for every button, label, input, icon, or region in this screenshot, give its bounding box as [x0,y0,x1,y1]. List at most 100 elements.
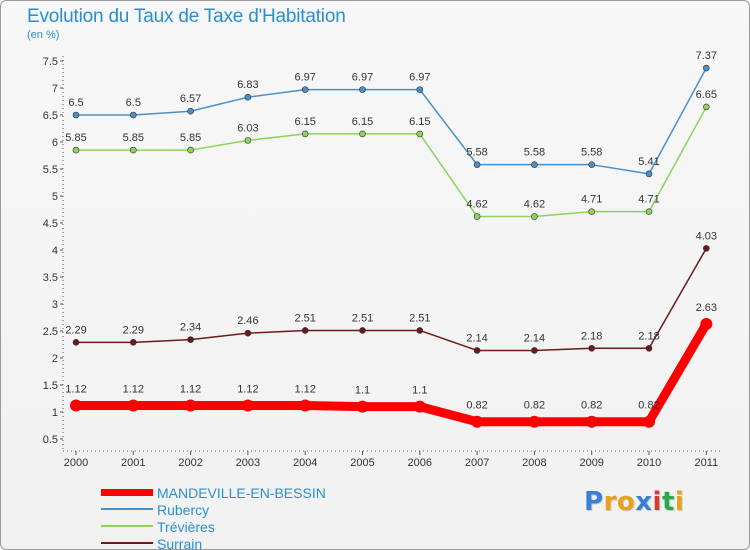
data-label: 6.65 [696,89,717,101]
data-point [244,93,252,101]
y-tick-label: 4 [52,245,58,257]
x-tick-label: 2000 [64,457,88,469]
data-label: 6.15 [352,116,373,128]
legend-label: Surrain [157,536,203,550]
logo-letter: o [616,487,636,517]
data-point [301,86,309,93]
data-labels: 1.12 1.12 1.12 1.12 1.12 1.1 1.1 0.82 0.82 0.82 0.… [65,50,717,412]
data-label: 2.29 [65,324,86,336]
data-point [187,146,194,154]
data-label: 4.62 [524,199,545,211]
data-label: 2.14 [524,332,545,344]
legend-label: MANDEVILLE-EN-BESSIN [157,485,326,501]
data-label: 0.82 [466,400,487,412]
series-line [75,67,708,175]
data-label: 4.71 [638,194,659,206]
data-point [473,347,481,354]
data-point [531,161,538,168]
data-point [645,170,653,178]
data-label: 7.37 [696,50,717,62]
x-tick-label: 2001 [121,457,145,469]
series-line [71,319,711,427]
data-label: 0.82 [524,400,545,412]
data-label: 5.58 [581,147,602,159]
data-label: 5.41 [638,156,659,168]
data-point [301,130,309,138]
data-point [130,111,137,119]
y-tick-label: 2.5 [43,326,58,338]
x-tick-label: 2011 [694,457,718,469]
legend-label: Trévières [157,519,215,535]
series-line [75,247,708,352]
data-point [416,130,424,138]
logo-letter: r [603,487,617,517]
data-label: 2.63 [696,302,717,314]
data-point [72,146,80,154]
chart-subtitle: (en %) [27,29,60,41]
x-tick-label: 2007 [465,457,489,469]
data-label: 6.15 [409,116,430,128]
data-label: 6.97 [409,72,430,84]
y-tick-label: 2 [52,353,58,365]
y-tick-label: 3 [52,299,58,311]
data-point [588,208,596,215]
data-point [241,399,254,412]
data-label: 5.58 [466,147,487,159]
y-tick-label: 5.5 [43,164,58,176]
y-tick-label: 0.5 [43,434,58,446]
data-label: 5.85 [180,132,201,144]
data-point [588,161,596,168]
data-point [187,107,194,115]
data-label: 2.46 [237,315,258,327]
data-label: 1.12 [180,384,201,396]
data-point [531,347,538,354]
data-point [702,64,710,72]
data-label: 6.97 [294,72,315,84]
data-point [588,344,596,352]
data-label: 2.18 [581,330,602,342]
data-label: 2.18 [638,330,659,342]
legend-swatch [101,489,153,496]
data-label: 1.1 [412,385,427,397]
data-point [643,415,655,428]
data-point [244,137,252,144]
data-label: 6.83 [237,79,258,91]
legend-swatch [101,525,153,527]
data-label: 1.12 [237,384,258,396]
data-label: 5.85 [123,132,144,144]
data-point [416,327,424,334]
data-point [359,327,366,334]
data-point [130,339,137,346]
data-point [70,399,82,412]
data-point [700,317,713,330]
data-point [473,213,481,220]
data-label: 4.71 [581,194,602,206]
x-tick-label: 2010 [637,457,661,469]
legend-label: Rubercy [157,502,210,518]
data-label: 0.82 [638,400,659,412]
logo-letter: i [674,487,685,517]
data-label: 6.5 [126,97,141,109]
data-point [184,399,197,412]
data-point [359,86,366,93]
data-point [531,213,538,220]
data-point [473,161,481,168]
y-tick-label: 4.5 [43,218,58,230]
data-label: 2.51 [409,312,430,324]
x-tick-label: 2002 [178,457,202,469]
data-point [413,400,426,413]
logo-letter: x [635,487,653,517]
data-label: 6.15 [294,116,315,128]
data-label: 1.12 [123,384,144,396]
data-label: 6.03 [237,122,258,134]
data-point [528,415,541,428]
data-point [645,208,653,215]
data-label: 1.12 [65,384,86,396]
data-label: 6.5 [68,97,83,109]
x-tick-label: 2006 [408,457,432,469]
data-point [645,344,653,352]
x-tick-label: 2008 [522,457,546,469]
logo-letter: P [584,487,604,517]
logo-letter: t [661,487,675,517]
